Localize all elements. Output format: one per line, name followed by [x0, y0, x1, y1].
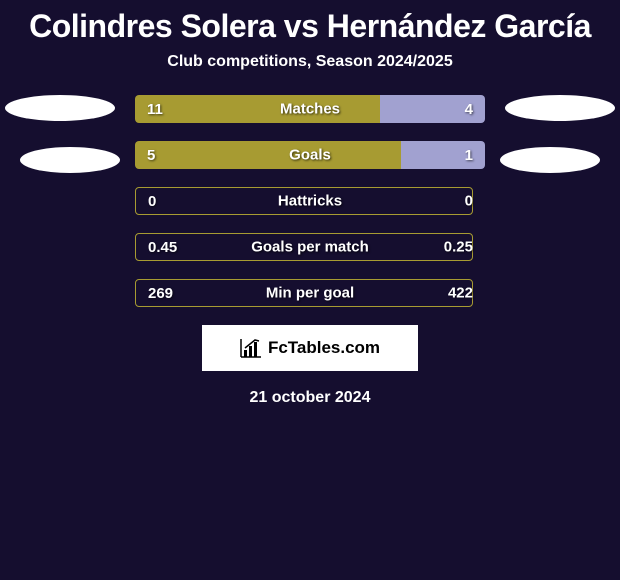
stat-row: 00Hattricks [0, 187, 620, 215]
date: 21 october 2024 [0, 389, 620, 407]
stat-value-left: 5 [147, 147, 155, 164]
fctables-logo: FcTables.com [202, 325, 418, 371]
stat-bar-container: 422269Min per goal [135, 279, 485, 307]
stat-bar-container: 0.250.45Goals per match [135, 233, 485, 261]
stat-bar-container: 114Matches [135, 95, 485, 123]
stat-value-right: 0 [465, 193, 473, 210]
stat-bar-container: 51Goals [135, 141, 485, 169]
stat-value-right: 0.25 [444, 239, 473, 256]
stat-row: 0.250.45Goals per match [0, 233, 620, 261]
stat-row: 422269Min per goal [0, 279, 620, 307]
stat-bar-left: 0.45 [135, 233, 473, 261]
stat-bar-right [473, 233, 485, 261]
page-title: Colindres Solera vs Hernández García [0, 8, 620, 45]
stat-value-right: 1 [465, 147, 473, 164]
stat-row: 51Goals [0, 141, 620, 169]
stat-bar-left: 269 [135, 279, 473, 307]
stat-bar-right [473, 279, 485, 307]
stat-bar-right: 4 [380, 95, 485, 123]
bar-chart-icon [240, 338, 262, 358]
logo-text: FcTables.com [268, 338, 380, 358]
stat-bar-right [473, 187, 485, 215]
stat-bar-container: 00Hattricks [135, 187, 485, 215]
infographic-container: Colindres Solera vs Hernández García Clu… [0, 0, 620, 407]
subtitle: Club competitions, Season 2024/2025 [0, 53, 620, 71]
stat-value-left: 269 [148, 285, 173, 302]
stat-row: 114Matches [0, 95, 620, 123]
stat-bar-left: 5 [135, 141, 401, 169]
stats-area: 114Matches51Goals00Hattricks0.250.45Goal… [0, 95, 620, 307]
stat-value-right: 422 [448, 285, 473, 302]
stat-value-left: 11 [147, 101, 163, 118]
stat-value-left: 0.45 [148, 239, 177, 256]
stat-value-right: 4 [465, 101, 473, 118]
stat-bar-right: 1 [401, 141, 485, 169]
stat-bar-left: 0 [135, 187, 473, 215]
stat-bar-left: 11 [135, 95, 380, 123]
stat-value-left: 0 [148, 193, 156, 210]
